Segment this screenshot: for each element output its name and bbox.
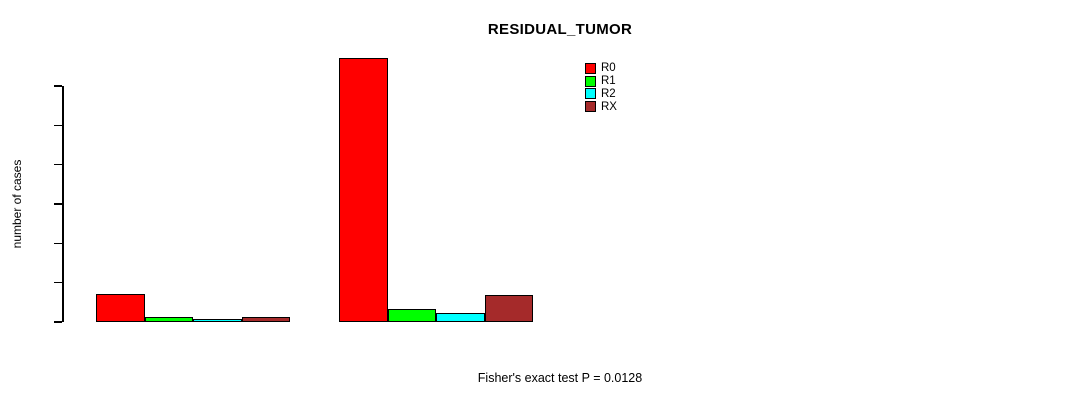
- bar-r0: [96, 294, 145, 322]
- legend-swatch-icon: [585, 62, 596, 74]
- y-axis-tick: [54, 124, 62, 127]
- y-axis-tick: [54, 281, 62, 284]
- bar-r2: [436, 312, 485, 322]
- y-axis-tick-label: [34, 64, 46, 108]
- legend-row: RX: [585, 100, 617, 113]
- legend-label: R0: [601, 62, 616, 75]
- bar-r2: [193, 318, 242, 322]
- y-axis-tick: [54, 242, 62, 245]
- bar-r1: [387, 309, 436, 322]
- legend-label: R1: [601, 75, 616, 88]
- y-axis-line: [62, 86, 64, 322]
- y-axis-tick: [54, 203, 62, 205]
- y-axis-tick-label: [34, 143, 46, 187]
- legend: R0 R1 R2 RX: [585, 62, 617, 113]
- legend-label: R2: [601, 87, 616, 100]
- y-axis-tick-label: [34, 221, 46, 265]
- y-axis-label: number of cases: [10, 159, 24, 249]
- legend-swatch-icon: [585, 101, 596, 113]
- legend-row: R0: [585, 62, 617, 75]
- y-axis-tick: [54, 321, 62, 323]
- y-axis-tick-label: [34, 261, 46, 305]
- chart-title: RESIDUAL_TUMOR: [487, 21, 633, 38]
- legend-swatch-icon: [585, 75, 596, 87]
- y-axis-tick: [54, 163, 62, 166]
- bar-r0: [339, 57, 388, 322]
- legend-swatch-icon: [585, 88, 596, 100]
- legend-row: R2: [585, 88, 617, 101]
- legend-row: R1: [585, 75, 617, 88]
- annotation-text: Fisher's exact test P = 0.0128: [477, 371, 643, 385]
- y-axis-tick: [54, 85, 62, 87]
- y-axis-tick-label: [34, 182, 46, 226]
- bar-rx: [241, 317, 290, 322]
- y-axis-tick-label: [34, 103, 46, 147]
- bar-r1: [144, 317, 193, 322]
- legend-label: RX: [601, 100, 617, 113]
- y-axis-tick-label: [34, 300, 46, 344]
- bar-rx: [484, 295, 533, 322]
